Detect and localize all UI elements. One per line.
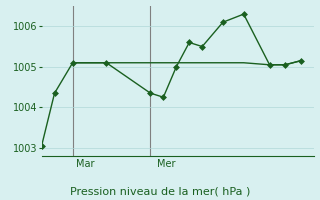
Text: Pression niveau de la mer( hPa ): Pression niveau de la mer( hPa ) bbox=[70, 186, 250, 196]
Text: Mar: Mar bbox=[76, 159, 94, 169]
Text: Mer: Mer bbox=[157, 159, 176, 169]
